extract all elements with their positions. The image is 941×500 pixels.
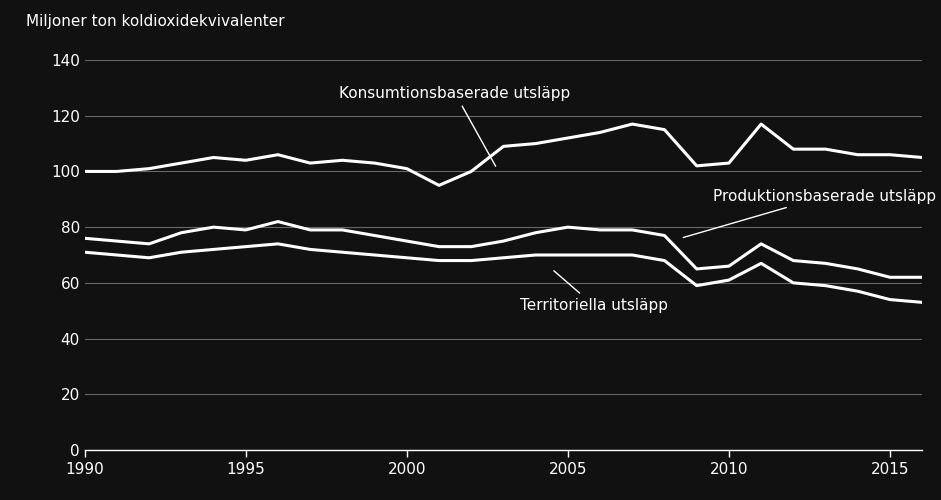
Text: Territoriella utsläpp: Territoriella utsläpp (519, 270, 667, 312)
Text: Miljoner ton koldioxidekvivalenter: Miljoner ton koldioxidekvivalenter (26, 14, 285, 29)
Text: Konsumtionsbaserade utsläpp: Konsumtionsbaserade utsläpp (340, 86, 571, 166)
Text: Produktionsbaserade utsläpp: Produktionsbaserade utsläpp (683, 189, 936, 238)
